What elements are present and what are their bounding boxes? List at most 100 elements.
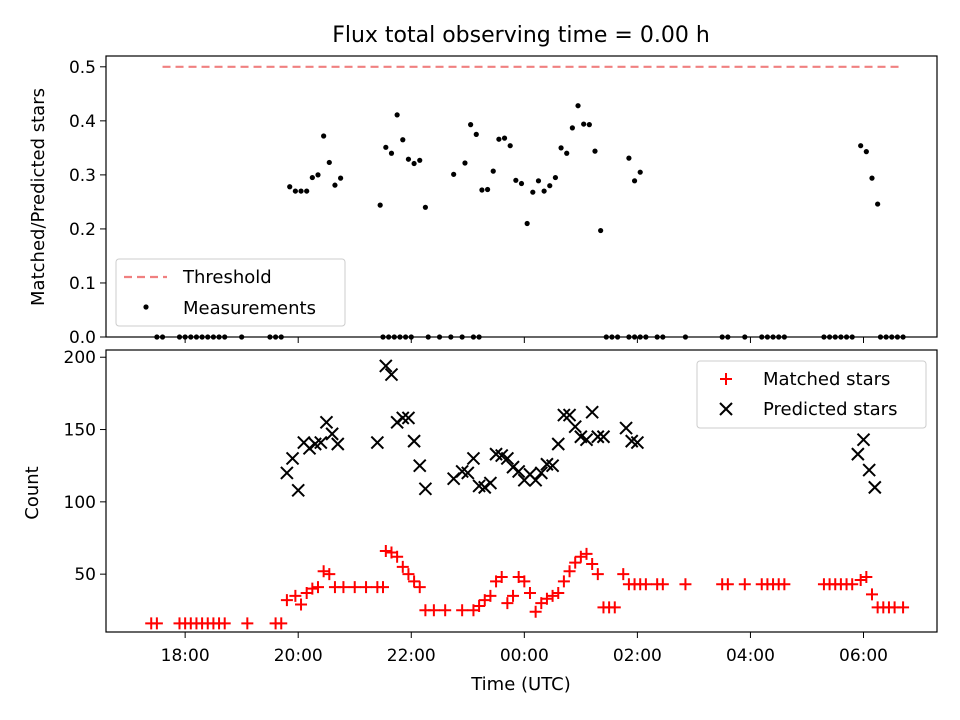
matched-star-point [501,597,514,610]
matched-star-point [591,568,604,581]
bottom-panel: 50 100 150 200 18:00 20:00 22:00 00:00 02:00 04:… [22,348,938,695]
x-tick-label: 18:00 [161,646,210,666]
matched-star-point [557,575,570,588]
measurement-point [309,174,315,181]
matched-star-point [473,599,486,612]
matched-star-point [218,617,231,630]
matched-star-point [427,604,440,617]
measurement-point [869,175,875,181]
measurement-point [383,144,389,150]
matched-star-point [860,571,873,584]
predicted-star-point [401,411,416,425]
matched-star-point [323,568,336,581]
predicted-star-point [862,463,876,477]
predicted-star-point [466,451,481,466]
top-plot-frame [105,55,938,338]
measurement-point [484,186,491,193]
measurement-point [518,180,525,187]
matched-star-point [574,550,587,563]
measurement-point [569,125,575,131]
matched-star-point [608,601,621,614]
matched-star-point [617,568,630,581]
matched-star-point [396,560,409,573]
measurement-point [507,143,513,149]
top-y-tick-label: 0.0 [69,328,96,348]
predicted-star-point [591,430,605,444]
matched-star-point [484,589,497,602]
measurement-point [496,136,502,142]
matched-star-point [413,581,426,594]
matched-star-point [738,578,751,591]
matched-star-point [523,586,536,599]
measurement-point [338,175,344,181]
matched-star-point [854,573,867,586]
measurement-point [298,188,304,194]
predicted-star-point [562,408,577,422]
measurement-point [422,204,428,210]
predicted-star-point [619,421,633,435]
measurement-point [524,220,530,227]
predicted-star-point [384,367,399,382]
legend-matched-label: Matched stars [763,369,890,390]
legend-matched-marker [720,373,732,385]
predicted-star-point [856,432,871,447]
predicted-star-point [596,430,611,444]
x-tick-label: 02:00 [613,646,662,666]
predicted-star-point [280,466,294,480]
x-tick-label: 22:00 [387,646,436,666]
measurement-point [400,137,406,143]
predicted-star-point [551,437,565,451]
measurement-point [598,227,604,234]
legend-predicted-marker [719,402,733,416]
top-y-axis: 0.0 0.1 0.2 0.3 0.4 0.5 [69,58,106,348]
matched-star-point [377,581,389,594]
matched-star-point [360,581,373,594]
measurement-point [326,159,332,166]
matched-stars-series [145,545,910,630]
matched-star-point [563,565,576,578]
legend-measurements-label: Measurements [183,298,316,319]
predicted-star-point [314,435,328,450]
matched-star-point [639,578,652,591]
matched-star-point [507,589,520,602]
top-y-tick-label: 0.4 [69,112,96,132]
bottom-y-tick-label: 100 [64,493,96,513]
legend-threshold-label: Threshold [182,267,272,288]
top-y-tick-label: 0.3 [69,166,96,186]
predicted-star-point [585,405,599,419]
matched-star-point [317,565,330,578]
measurement-point [315,172,321,178]
measurement-point [552,174,559,181]
chart-title: Flux total observing time = 0.00 h [332,23,710,48]
predicted-star-point [285,451,300,466]
predicted-star-point [579,432,594,447]
measurement-point [405,156,412,162]
legend-measurements-marker [143,304,149,310]
matched-star-point [540,592,553,605]
top-x-ticks [184,337,865,343]
bottom-y-axis: 50 100 150 200 [64,348,106,585]
measurement-point [626,155,632,161]
measurement-point [530,189,536,195]
measurement-point [417,157,423,163]
measurement-point [586,122,592,128]
matched-star-point [778,578,791,591]
top-y-tick-label: 0.5 [69,58,96,78]
measurement-point [637,169,643,175]
matched-star-point [289,589,302,602]
measurement-point [875,201,881,207]
predicted-star-point [500,451,515,466]
measurement-point [501,135,508,141]
matched-star-point [897,601,910,614]
x-tick-label: 04:00 [726,646,775,666]
matched-star-point [529,605,542,618]
measurement-point [575,103,581,109]
measurement-point [564,150,570,156]
bottom-y-tick-label: 150 [64,421,96,441]
measurement-point [535,178,542,184]
measurement-point [863,149,869,155]
bottom-x-axis: 18:00 20:00 22:00 00:00 02:00 04:00 06:00 [161,632,888,666]
matched-star-point [408,575,421,588]
top-y-label: Matched/Predicted stars [28,88,49,306]
